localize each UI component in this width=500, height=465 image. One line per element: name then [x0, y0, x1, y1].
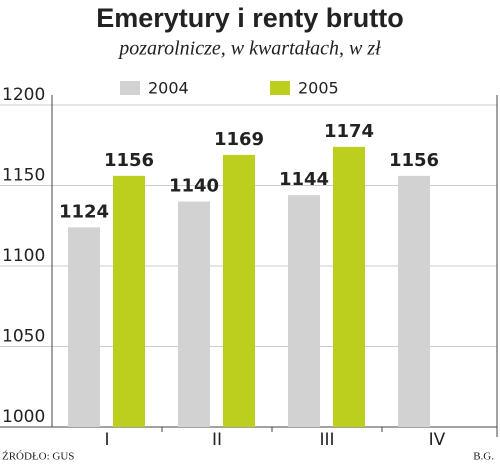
- bar: [68, 227, 100, 427]
- y-tick-label: 1150: [2, 166, 45, 186]
- legend-swatch: [120, 81, 140, 95]
- value-label: 1144: [279, 169, 329, 190]
- value-label: 1156: [389, 150, 439, 171]
- y-tick-label: 1100: [2, 246, 45, 266]
- legend-swatch: [270, 81, 290, 95]
- value-label: 1140: [169, 176, 219, 197]
- x-tick-label: II: [212, 430, 222, 450]
- chart-title: Emerytury i renty brutto: [96, 3, 404, 33]
- bar: [223, 154, 255, 427]
- y-tick-label: 1050: [2, 327, 45, 347]
- x-tick-label: III: [319, 430, 334, 450]
- bar: [288, 195, 320, 427]
- bar: [333, 146, 365, 428]
- x-tick-label: I: [104, 430, 109, 450]
- bar: [113, 175, 145, 427]
- value-label: 1174: [324, 121, 374, 142]
- y-tick-label: 1200: [2, 85, 45, 105]
- y-tick-label: 1000: [2, 407, 45, 427]
- author: B.G.: [473, 451, 494, 463]
- source: ŹRÓDŁO: GUS: [2, 451, 74, 463]
- x-tick-label: IV: [429, 430, 446, 450]
- bar: [178, 201, 210, 427]
- bar: [398, 175, 430, 427]
- legend-label: 2005: [298, 79, 339, 98]
- chart-subtitle: pozarolnicze, w kwartałach, w zł: [117, 38, 381, 60]
- legend-label: 2004: [148, 79, 189, 98]
- value-label: 1156: [104, 150, 154, 171]
- value-label: 1124: [59, 201, 109, 222]
- value-label: 1169: [214, 129, 264, 150]
